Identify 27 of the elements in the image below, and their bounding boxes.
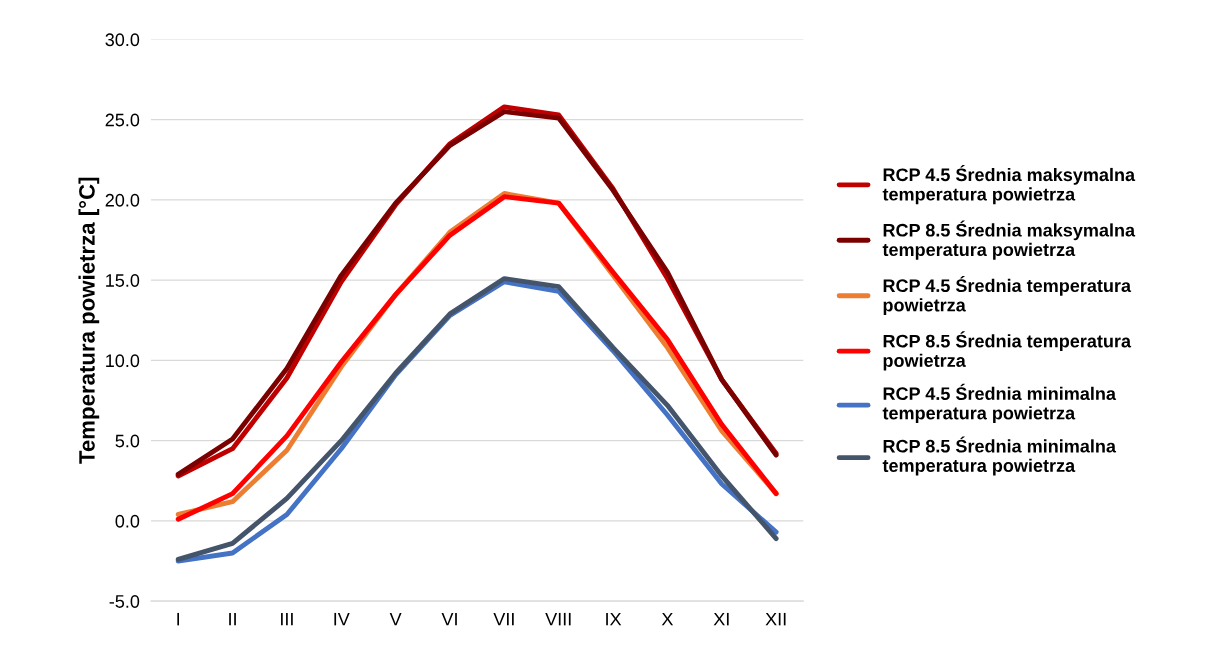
x-tick-label: III: [281, 612, 293, 626]
y-tick-label: 30.0: [105, 33, 140, 47]
x-tick-label: IV: [334, 612, 350, 626]
y-tick-label: 10.0: [106, 354, 140, 368]
x-tick-label: VIII: [545, 612, 571, 626]
x-tick-label: XI: [713, 612, 729, 626]
x-tick-label: I: [177, 612, 180, 626]
y-tick-label: 15.0: [106, 274, 140, 287]
x-tick-label: XII: [765, 612, 786, 626]
y-tick-label: -5.0: [109, 595, 140, 608]
x-tick-label: X: [661, 612, 674, 626]
y-tick-label: 0.0: [115, 514, 140, 528]
legend-label: RCP 4.5 Średnia temperatura powietrza: [883, 275, 1132, 316]
x-tick-label: IX: [606, 612, 622, 626]
x-tick-label: VI: [441, 612, 457, 626]
legend-label: RCP 8.5 Średnia minimalna temperatura powietrza: [882, 436, 1117, 476]
y-tick-label: 5.0: [115, 434, 140, 448]
x-tick-label: II: [229, 612, 236, 626]
legend-label: RCP 4.5 Średnia maksymalna temperatura powietrza: [882, 164, 1136, 205]
legend-label: RCP 8.5 Średnia maksymalna temperatura powietrza: [882, 220, 1136, 260]
legend-label: RCP 4.5 Średnia minimalna temperatura powietrza: [882, 383, 1117, 424]
legend-label: RCP 8.5 Średnia temperatura powietrza: [883, 331, 1132, 371]
y-tick-label: 20.0: [105, 193, 140, 207]
x-tick-label: V: [389, 612, 402, 626]
x-tick-label: VII: [493, 612, 514, 626]
y-axis-title: Temperatura powietrza [°C]: [78, 177, 100, 464]
y-tick-label: 25.0: [105, 113, 140, 127]
